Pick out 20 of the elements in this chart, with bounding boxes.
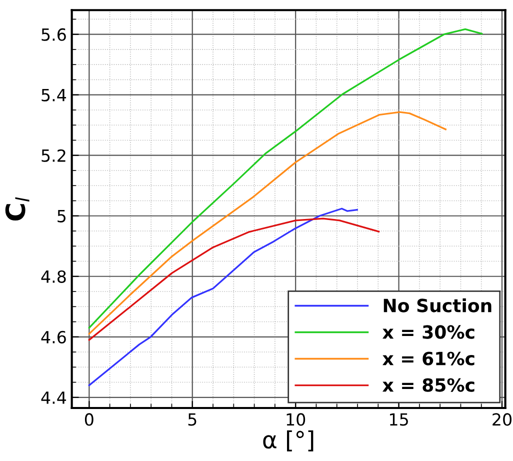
x-tick-label: 10 xyxy=(286,413,306,426)
line-series xyxy=(88,218,380,341)
y-tick-label: 5.2 xyxy=(42,149,66,162)
legend-label: x = 30%c xyxy=(382,325,474,339)
y-tick-label: 4.6 xyxy=(41,330,66,344)
line-series xyxy=(88,208,358,386)
x-tick-label: 5 xyxy=(188,413,196,426)
y-tick-label: 5.4 xyxy=(42,89,66,102)
x-tick-label: 15 xyxy=(390,413,408,426)
y-tick-label: 4.4 xyxy=(41,392,66,404)
y-axis-title: C$_{l}$ xyxy=(5,197,30,221)
y-tick-label: 4.8 xyxy=(41,270,66,283)
legend-label: x = 61%c xyxy=(382,352,474,366)
y-tick-label: 5 xyxy=(58,210,66,222)
x-axis-title: α [°] xyxy=(263,430,314,452)
legend-label: x = 85%c xyxy=(382,378,474,392)
x-tick-label: 20 xyxy=(492,413,512,426)
x-tick-label: 0 xyxy=(84,413,94,426)
legend-label: No Suction xyxy=(384,298,492,312)
y-tick-label: 5.6 xyxy=(42,28,66,41)
